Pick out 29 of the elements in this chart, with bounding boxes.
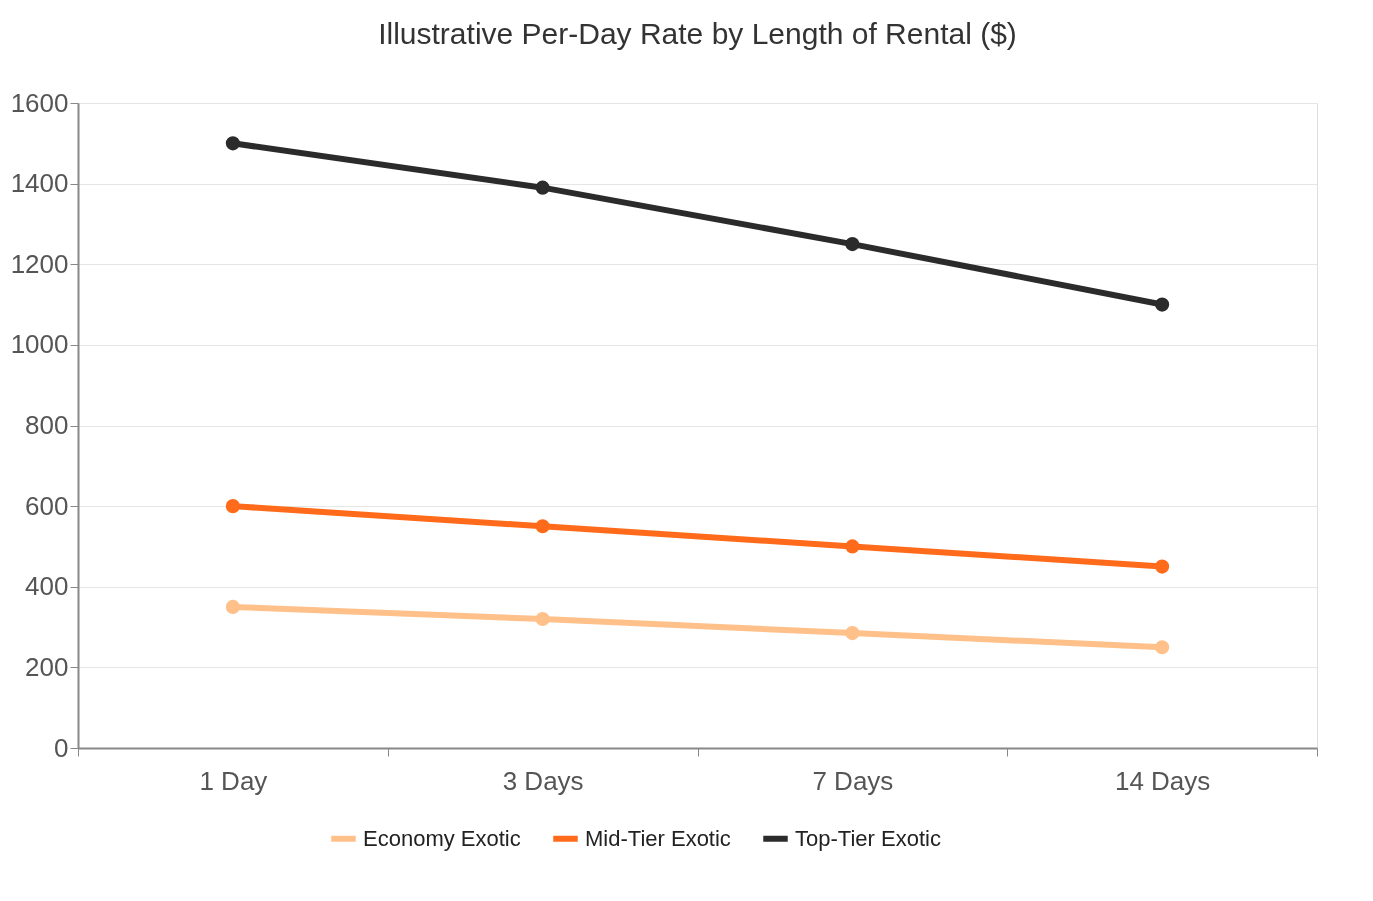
- y-tick-label: 800: [25, 410, 69, 440]
- point: [535, 180, 550, 195]
- point: [1155, 559, 1170, 574]
- point: [845, 539, 860, 554]
- point: [1155, 297, 1170, 312]
- legend-label: Mid-Tier Exotic: [585, 825, 731, 851]
- point: [845, 237, 860, 252]
- chart-title: Illustrative Per-Day Rate by Length of Rental ($): [378, 17, 1017, 50]
- y-tick-label: 400: [25, 571, 69, 602]
- y-tick-label: 1400: [10, 168, 69, 199]
- point: [1155, 640, 1170, 655]
- y-tick-label: 1600: [10, 87, 69, 118]
- x-tick-label: 3 Days: [502, 765, 584, 796]
- point: [535, 519, 550, 534]
- y-tick-label: 600: [25, 490, 69, 521]
- point: [535, 611, 550, 627]
- point: [225, 599, 240, 614]
- legend-label: Top-Tier Exotic: [795, 825, 941, 851]
- x-tick-label: 14 Days: [1114, 765, 1211, 796]
- point: [225, 499, 240, 514]
- legend-label: Economy Exotic: [363, 825, 521, 851]
- y-tick-label: 1200: [10, 248, 69, 279]
- y-tick-label: 0: [54, 732, 69, 763]
- x-tick-label: 1 Day: [199, 765, 268, 796]
- point: [225, 136, 240, 151]
- y-tick-label: 1000: [10, 329, 69, 360]
- point: [845, 626, 860, 641]
- y-tick-label: 200: [25, 651, 69, 682]
- x-tick-label: 7 Days: [812, 765, 894, 796]
